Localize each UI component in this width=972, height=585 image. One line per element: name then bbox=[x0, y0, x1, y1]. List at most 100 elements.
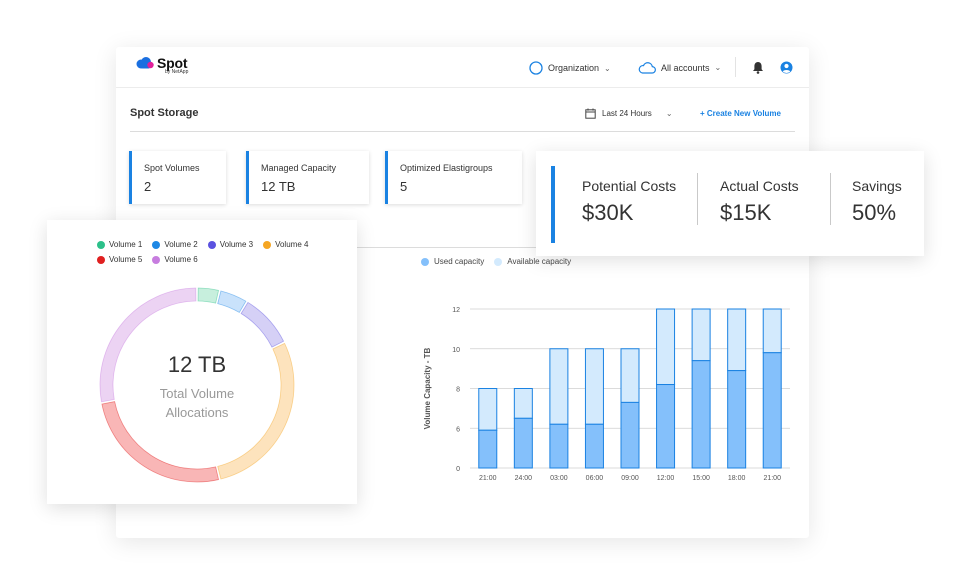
stat-card-managed-capacity: Managed Capacity 12 TB bbox=[246, 151, 369, 204]
bar-used-3 bbox=[584, 423, 604, 469]
donut-slice-volume-5 bbox=[101, 401, 220, 483]
legend-item-volume-3: Volume 3 bbox=[207, 240, 254, 249]
legend-label: Volume 1 bbox=[109, 240, 143, 249]
cost-value: 50% bbox=[852, 200, 897, 225]
cost-label: Actual Costs bbox=[720, 178, 799, 194]
donut-chart bbox=[99, 287, 295, 483]
stat-value: 5 bbox=[400, 179, 408, 194]
bar-available-7 bbox=[727, 308, 747, 372]
logo-subtext: by NetApp bbox=[165, 69, 189, 75]
legend-label: Volume 5 bbox=[109, 255, 143, 264]
donut-center-value: 12 TB bbox=[167, 352, 227, 377]
legend-label: Volume 2 bbox=[164, 240, 198, 249]
donut-legend: Volume 1 Volume 2 Volume 3 Volume 4 Volume 5… bbox=[97, 240, 337, 270]
legend-item-volume-1: Volume 1 bbox=[97, 240, 142, 249]
legend-swatch bbox=[207, 240, 216, 249]
organization-selector[interactable]: Organization ⌄ bbox=[529, 61, 611, 75]
cost-label: Savings bbox=[852, 178, 902, 194]
stat-card-optimized-elastigroups: Optimized Elastigroups 5 bbox=[385, 151, 522, 204]
x-tick-label: 21:00 bbox=[763, 475, 781, 482]
legend-item-volume-2: Volume 2 bbox=[152, 240, 198, 249]
volume-allocation-card: Volume 1 Volume 2 Volume 3 Volume 4 Volume 5… bbox=[47, 220, 357, 504]
donut-slice-volume-6 bbox=[99, 287, 197, 403]
savings: Savings 50% bbox=[852, 178, 902, 226]
page-title: Spot Storage bbox=[130, 107, 199, 119]
stat-label: Managed Capacity bbox=[261, 163, 337, 173]
bar-available-1 bbox=[513, 388, 533, 419]
spot-logo-icon bbox=[136, 57, 154, 69]
top-bar: Spot by NetApp Organization ⌄ All accoun… bbox=[116, 47, 809, 88]
stat-label: Optimized Elastigroups bbox=[400, 163, 493, 173]
bell-icon[interactable] bbox=[752, 61, 764, 74]
calendar-icon bbox=[585, 108, 596, 119]
capacity-bar-chart: 0 6 8 10 12 Volume Capacity - TB 21:00 24:00 03:… bbox=[423, 307, 790, 482]
bar-used-8 bbox=[762, 352, 782, 469]
header-divider bbox=[735, 57, 736, 77]
legend-swatch bbox=[494, 257, 503, 266]
y-tick-label: 10 bbox=[452, 347, 460, 354]
bar-used-1 bbox=[513, 417, 533, 469]
bar-available-3 bbox=[584, 348, 604, 425]
y-axis-label: Volume Capacity - TB bbox=[423, 347, 432, 429]
bar-used-0 bbox=[478, 429, 498, 469]
y-tick-label: 0 bbox=[456, 466, 460, 473]
legend-item-volume-5: Volume 5 bbox=[97, 255, 142, 264]
donut-slice-volume-3 bbox=[240, 301, 285, 348]
legend-item-volume-6: Volume 6 bbox=[152, 255, 198, 264]
potential-costs: Potential Costs $30K bbox=[582, 178, 676, 226]
cost-divider bbox=[697, 173, 698, 225]
stat-value: 12 TB bbox=[261, 179, 296, 194]
x-tick-label: 18:00 bbox=[728, 475, 746, 482]
bar-used-4 bbox=[620, 401, 640, 469]
legend-swatch bbox=[152, 240, 161, 249]
time-range-label: Last 24 Hours bbox=[602, 109, 652, 118]
costs-card: Potential Costs $30K Actual Costs $15K S… bbox=[536, 151, 924, 256]
cost-value: $15K bbox=[720, 200, 772, 225]
legend-swatch bbox=[152, 255, 161, 264]
bar-available-2 bbox=[549, 348, 569, 425]
stat-card-spot-volumes: Spot Volumes 2 bbox=[129, 151, 226, 204]
section-divider-line bbox=[316, 247, 548, 248]
bar-available-0 bbox=[478, 388, 498, 431]
y-tick-label: 6 bbox=[456, 426, 460, 433]
legend-swatch bbox=[97, 255, 105, 264]
create-new-volume-button[interactable]: + Create New Volume bbox=[700, 109, 781, 118]
accounts-label: All accounts bbox=[661, 62, 710, 73]
x-tick-label: 12:00 bbox=[657, 475, 675, 482]
organization-label: Organization bbox=[548, 63, 600, 73]
donut-center-label: Total Volume Allocations bbox=[97, 384, 297, 422]
header-divider-line bbox=[130, 131, 795, 132]
legend-swatch bbox=[421, 257, 429, 266]
bar-used-6 bbox=[691, 360, 711, 469]
donut-center-label-line1: Total Volume bbox=[159, 386, 235, 401]
stat-value: 2 bbox=[144, 179, 152, 194]
legend-item-used: Used capacity bbox=[421, 257, 484, 266]
chevron-down-icon: ⌄ bbox=[665, 109, 673, 118]
organization-icon bbox=[529, 61, 543, 75]
donut-center-label-line2: Allocations bbox=[165, 405, 229, 420]
chevron-down-icon: ⌄ bbox=[604, 63, 611, 73]
cost-value: $30K bbox=[582, 200, 634, 225]
bar-available-4 bbox=[620, 348, 640, 403]
legend-label: Volume 6 bbox=[164, 255, 198, 264]
x-tick-label: 03:00 bbox=[550, 475, 568, 482]
legend-item-volume-4: Volume 4 bbox=[263, 240, 308, 249]
cost-label: Potential Costs bbox=[582, 178, 677, 194]
time-range-selector[interactable]: Last 24 Hours ⌄ bbox=[585, 108, 673, 119]
legend-label: Volume 3 bbox=[219, 240, 254, 249]
y-tick-label: 8 bbox=[456, 387, 460, 394]
x-tick-label: 15:00 bbox=[692, 475, 710, 482]
bar-available-5 bbox=[656, 308, 676, 386]
user-avatar-icon[interactable] bbox=[780, 61, 793, 74]
y-tick-label: 12 bbox=[452, 307, 460, 314]
bar-available-6 bbox=[691, 308, 711, 362]
x-tick-label: 24:00 bbox=[515, 475, 533, 482]
actual-costs: Actual Costs $15K bbox=[720, 178, 799, 226]
accounts-selector[interactable]: All accounts ⌄ bbox=[638, 61, 721, 74]
donut-slice-volume-4 bbox=[217, 342, 295, 480]
bar-available-8 bbox=[762, 308, 782, 354]
logo-text: Spot bbox=[157, 55, 188, 71]
stat-label: Spot Volumes bbox=[144, 163, 200, 173]
x-tick-label: 06:00 bbox=[586, 475, 604, 482]
bar-used-5 bbox=[656, 384, 676, 469]
